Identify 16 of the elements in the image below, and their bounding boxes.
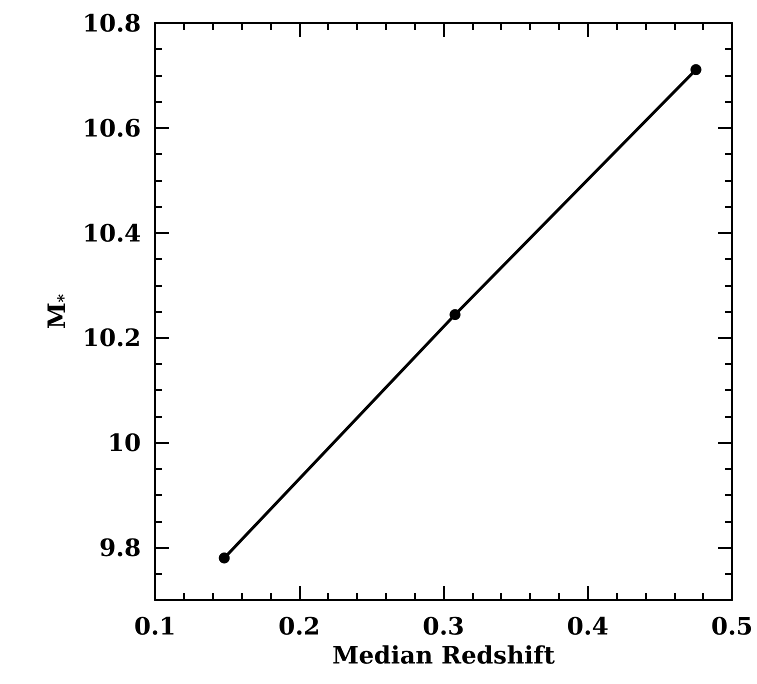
x-tick-label: 0.4 [566,612,609,640]
x-tick-label: 0.3 [422,612,464,640]
y-tick-label: 10.8 [82,8,141,38]
point [218,552,230,564]
y-tick-label: 10.2 [82,323,141,352]
x-axis-title: Median Redshift [332,640,555,670]
x-tick-label: 0.1 [134,612,176,640]
y-tick-label: 10 [108,428,141,458]
x-tick-label: 0.2 [278,612,320,640]
y-axis-title: M* [42,293,74,329]
y-tick-label: 10.6 [82,113,141,142]
y-tick-label: 10.4 [82,218,141,248]
point [450,309,461,320]
point [690,64,702,76]
x-tick-label: 0.5 [711,612,753,640]
y-tick-label: 9.8 [99,533,141,562]
